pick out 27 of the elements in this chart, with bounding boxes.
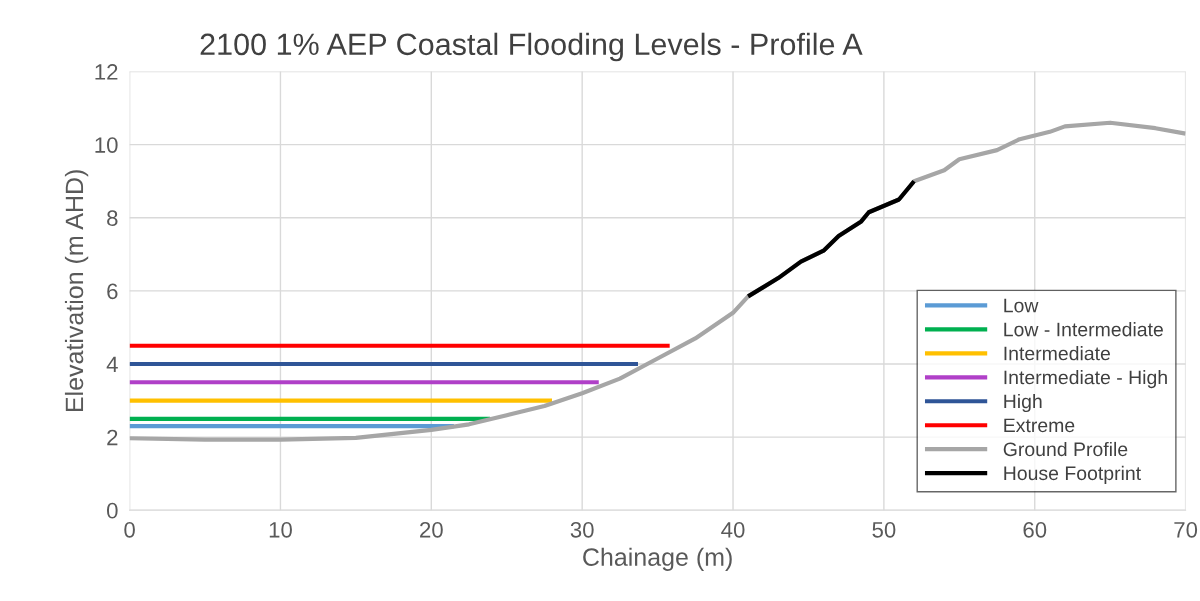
y-tick-label: 8 — [107, 210, 118, 227]
y-tick-label: 2 — [107, 429, 118, 446]
y-tick-label: 12 — [95, 64, 118, 80]
legend-label: High — [1004, 393, 1042, 413]
x-tick-label: 70 — [1174, 521, 1198, 538]
x-tick-label: 50 — [872, 521, 896, 538]
x-tick-label: 20 — [420, 521, 443, 538]
y-tick-label: 6 — [107, 283, 118, 300]
line-series — [746, 179, 917, 299]
x-tick-label: 30 — [570, 521, 594, 538]
legend-label: Ground Profile — [1003, 441, 1128, 457]
chart-title: 2100 1% AEP Coastal Flooding Levels - Profile A — [200, 32, 863, 62]
y-tick-label: 0 — [107, 502, 118, 519]
x-tick-label: 40 — [721, 521, 745, 538]
legend-label: Low — [1004, 298, 1039, 313]
x-tick-label: 10 — [269, 521, 292, 538]
legend-label: Extreme — [1004, 418, 1075, 433]
x-axis-title: Chainage (m) — [583, 547, 732, 571]
y-tick-label: 4 — [106, 356, 118, 373]
legend-label: Low - Intermediate — [1004, 322, 1163, 337]
legend-label: Intermediate - High — [1004, 370, 1167, 389]
legend-label: House Footprint — [1004, 465, 1141, 484]
y-axis-title: Elevativation (m AHD) — [64, 170, 89, 412]
y-tick-label: 10 — [95, 137, 118, 153]
legend-label: Intermediate — [1004, 346, 1110, 361]
x-tick-label: 0 — [124, 521, 135, 538]
x-tick-label: 60 — [1023, 521, 1047, 538]
